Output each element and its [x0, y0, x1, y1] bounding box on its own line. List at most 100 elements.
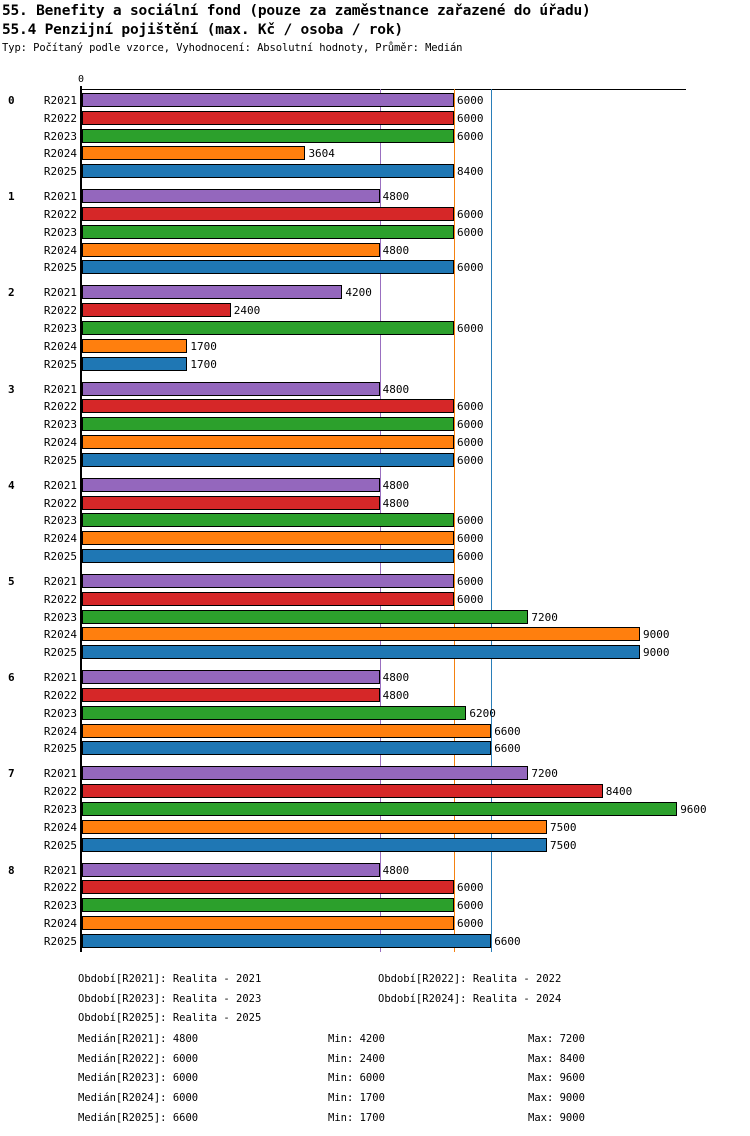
- row-label-1-R2025: R2025: [43, 261, 77, 275]
- bar-2-R2021[interactable]: [82, 285, 343, 300]
- median-gridline-R2024: [454, 89, 455, 952]
- bar-value-0-R2021: 6000: [457, 94, 484, 107]
- bar-5-R2024[interactable]: [82, 627, 640, 642]
- bar-0-R2022[interactable]: [82, 110, 454, 125]
- bar-1-R2024[interactable]: [82, 242, 380, 257]
- bar-6-R2023[interactable]: [82, 705, 467, 720]
- bar-8-R2025[interactable]: [82, 933, 492, 948]
- median-gridline-R2025: [491, 89, 493, 952]
- bar-value-2-R2021: 4200: [345, 286, 372, 300]
- bar-value-1-R2025: 6000: [457, 261, 484, 275]
- row-label-8-R2021: R2021: [43, 863, 77, 877]
- legend-entry-4: Období[R2024]: Realita - 2024: [378, 992, 562, 1005]
- row-label-3-R2025: R2025: [43, 453, 77, 467]
- stat-median-4: Medián[R2024]: 6000: [78, 1092, 199, 1105]
- axis-top-line: [82, 89, 686, 90]
- bar-3-R2021[interactable]: [82, 381, 380, 396]
- axis-zero-label: 0: [78, 74, 85, 85]
- row-label-3-R2022: R2022: [43, 400, 77, 414]
- stat-min-5: Min: 1700: [328, 1111, 385, 1124]
- bar-6-R2021[interactable]: [82, 670, 380, 685]
- row-label-5-R2024: R2024: [43, 628, 77, 642]
- row-label-6-R2024: R2024: [43, 724, 77, 738]
- bar-8-R2022[interactable]: [82, 880, 454, 895]
- bar-value-5-R2024: 9000: [643, 628, 670, 642]
- bar-value-3-R2024: 6000: [457, 436, 484, 449]
- bar-4-R2021[interactable]: [82, 477, 380, 492]
- row-label-0-R2025: R2025: [43, 165, 77, 179]
- row-label-4-R2021: R2021: [43, 478, 77, 492]
- bar-3-R2024[interactable]: [82, 435, 454, 449]
- bar-1-R2023[interactable]: [82, 224, 454, 239]
- bar-7-R2021[interactable]: [82, 766, 529, 781]
- bar-0-R2023[interactable]: [82, 128, 454, 143]
- bar-3-R2025[interactable]: [82, 452, 454, 467]
- chart-subtitle: Typ: Počítaný podle vzorce, Vyhodnocení:…: [2, 42, 463, 54]
- bar-value-5-R2025: 9000: [643, 646, 670, 660]
- bar-2-R2025[interactable]: [82, 356, 188, 371]
- bar-5-R2021[interactable]: [82, 574, 454, 588]
- bar-8-R2024[interactable]: [82, 916, 454, 930]
- row-label-6-R2022: R2022: [43, 689, 77, 702]
- bar-value-2-R2024: 1700: [190, 339, 217, 353]
- bar-4-R2025[interactable]: [82, 549, 454, 563]
- bar-6-R2022[interactable]: [82, 688, 380, 702]
- bar-4-R2022[interactable]: [82, 495, 380, 510]
- bar-7-R2024[interactable]: [82, 819, 547, 834]
- bar-value-7-R2023: 9600: [680, 803, 707, 816]
- group-index-1: 1: [8, 190, 15, 204]
- bar-0-R2025[interactable]: [82, 164, 454, 179]
- bar-value-6-R2025: 6600: [494, 742, 521, 756]
- bar-6-R2025[interactable]: [82, 741, 492, 756]
- row-label-6-R2023: R2023: [43, 706, 77, 720]
- row-label-6-R2025: R2025: [43, 742, 77, 756]
- row-label-2-R2021: R2021: [43, 286, 77, 300]
- axis-vertical-line: [80, 86, 82, 952]
- bar-1-R2021[interactable]: [82, 189, 380, 204]
- bar-7-R2023[interactable]: [82, 802, 678, 816]
- bar-value-3-R2025: 6000: [457, 453, 484, 467]
- group-index-4: 4: [8, 478, 15, 492]
- bar-3-R2023[interactable]: [82, 417, 454, 432]
- bar-value-7-R2022: 8400: [605, 785, 633, 799]
- bar-8-R2021[interactable]: [82, 862, 380, 877]
- stat-median-5: Medián[R2025]: 6600: [78, 1111, 199, 1124]
- bar-value-8-R2021: 4800: [382, 863, 410, 877]
- bar-7-R2025[interactable]: [82, 837, 547, 852]
- row-label-2-R2023: R2023: [43, 322, 77, 335]
- stat-max-4: Max: 9000: [528, 1092, 585, 1105]
- legend-entry-1: Období[R2021]: Realita - 2021: [78, 973, 262, 985]
- bar-value-5-R2023: 7200: [531, 610, 558, 624]
- legend-entry-5: Období[R2025]: Realita - 2025: [78, 1012, 262, 1025]
- bar-4-R2024[interactable]: [82, 531, 454, 546]
- bar-4-R2023[interactable]: [82, 513, 454, 528]
- bar-5-R2023[interactable]: [82, 609, 529, 624]
- group-index-0: 0: [8, 94, 15, 107]
- bar-5-R2022[interactable]: [82, 591, 454, 606]
- row-label-7-R2022: R2022: [43, 785, 77, 799]
- bar-value-1-R2021: 4800: [382, 190, 410, 204]
- bar-6-R2024[interactable]: [82, 723, 492, 738]
- bar-2-R2023[interactable]: [82, 321, 454, 335]
- bar-8-R2023[interactable]: [82, 898, 454, 913]
- bar-value-0-R2022: 6000: [457, 111, 484, 125]
- chart-title-line-1: 55. Benefity a sociální fond (pouze za z…: [2, 3, 591, 19]
- bar-2-R2024[interactable]: [82, 338, 188, 353]
- row-label-4-R2022: R2022: [43, 496, 77, 510]
- bar-value-7-R2025: 7500: [550, 838, 577, 852]
- bar-value-8-R2022: 6000: [457, 881, 484, 895]
- bar-2-R2022[interactable]: [82, 303, 231, 318]
- bar-0-R2024[interactable]: [82, 146, 306, 161]
- bar-0-R2021[interactable]: [82, 93, 454, 107]
- bar-1-R2025[interactable]: [82, 260, 454, 275]
- row-label-0-R2021: R2021: [43, 94, 77, 107]
- row-label-3-R2023: R2023: [43, 418, 77, 432]
- bar-7-R2022[interactable]: [82, 784, 603, 799]
- row-label-3-R2021: R2021: [43, 382, 77, 396]
- bar-1-R2022[interactable]: [82, 207, 454, 221]
- bar-value-4-R2022: 4800: [382, 496, 410, 510]
- bar-3-R2022[interactable]: [82, 399, 454, 414]
- bar-5-R2025[interactable]: [82, 645, 640, 660]
- row-label-0-R2024: R2024: [43, 147, 77, 161]
